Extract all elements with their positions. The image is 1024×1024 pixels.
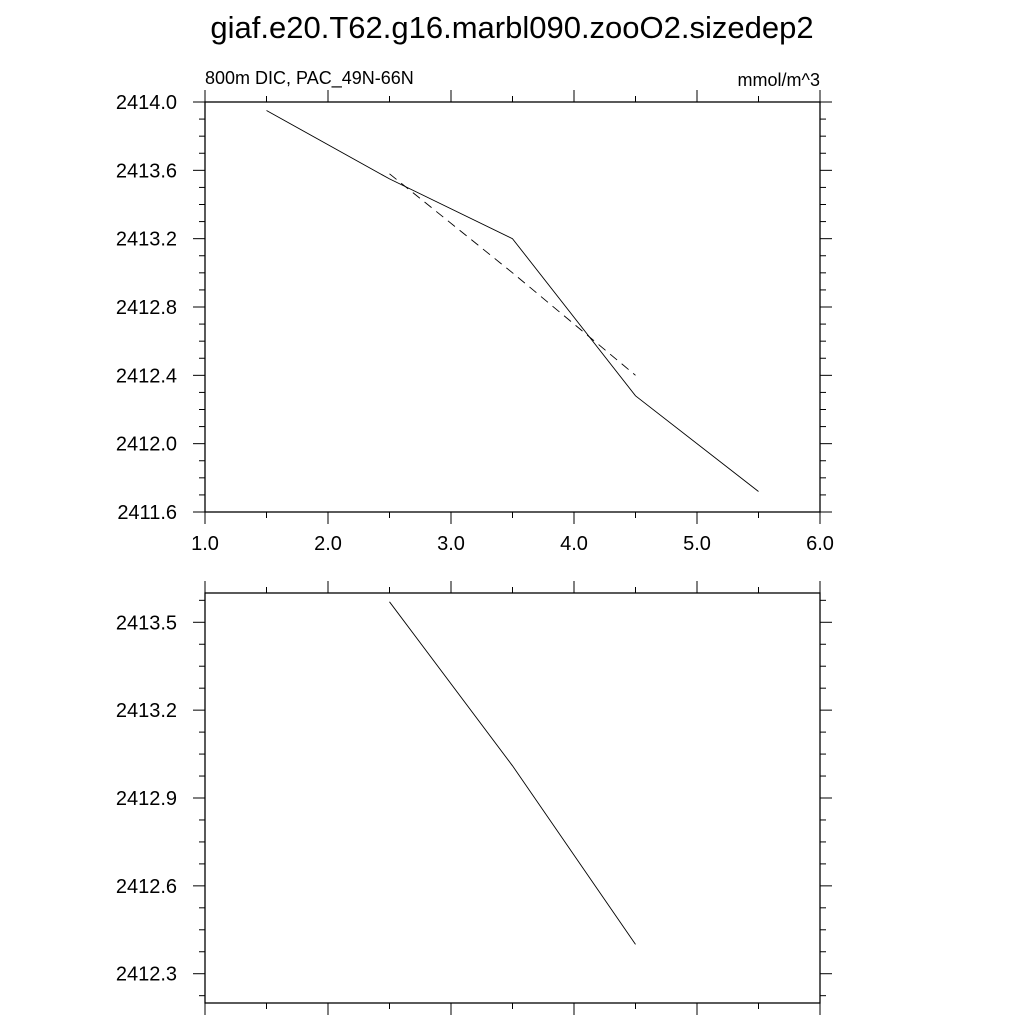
y-tick-label: 2414.0 — [116, 92, 177, 114]
y-tick-label: 2413.6 — [116, 160, 177, 182]
y-tick-label: 2412.8 — [116, 297, 177, 319]
y-tick-label: 2412.3 — [116, 964, 177, 986]
panel-left-label: 800m DIC, PAC_49N-66N — [205, 68, 414, 89]
series-line-dashed — [389, 173, 636, 376]
plot-frame — [204, 592, 821, 1004]
y-tick-label: 2412.9 — [116, 788, 177, 810]
x-tick-label: 2.0 — [314, 533, 342, 555]
x-tick-label: 4.0 — [560, 533, 588, 555]
series-line-solid — [266, 110, 759, 492]
x-tick-label: 3.0 — [437, 533, 465, 555]
chart-panel-bottom: 2413.5 2413.2 2412.9 2412.6 2412.3 — [116, 581, 832, 1015]
y-tick-label: 2412.6 — [116, 876, 177, 898]
y-tick-label: 2413.2 — [116, 700, 177, 722]
y-tick-label: 2412.0 — [116, 434, 177, 456]
y-tick-label: 2413.5 — [116, 612, 177, 634]
x-tick-label: 1.0 — [191, 533, 219, 555]
chart-panel-top: 1.0 2.0 3.0 4.0 5.0 6.0 2414.0 2413.6 2413.2 2412… — [116, 90, 834, 555]
figure-title: giaf.e20.T62.g16.marbl090.zooO2.sizedep2 — [210, 10, 813, 45]
y-tick-label: 2413.2 — [116, 229, 177, 251]
y-tick-label: 2412.4 — [116, 365, 177, 387]
x-tick-label: 5.0 — [683, 533, 711, 555]
x-tick-label: 6.0 — [806, 533, 834, 555]
y-tick-label: 2411.6 — [117, 502, 177, 524]
panel-units-label: mmol/m^3 — [738, 70, 820, 90]
plot-frame — [204, 101, 821, 513]
series-line-solid — [389, 601, 636, 945]
